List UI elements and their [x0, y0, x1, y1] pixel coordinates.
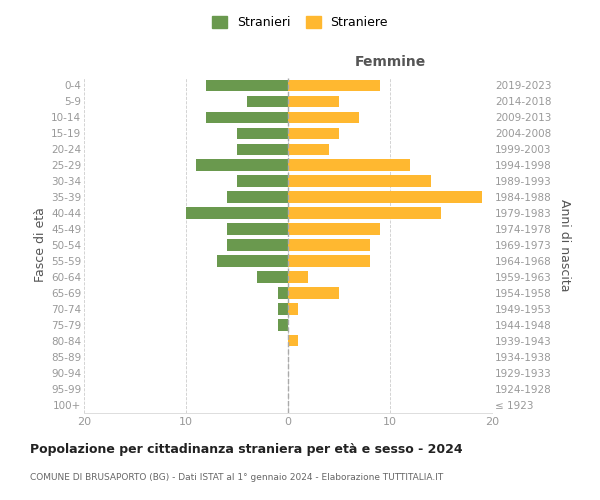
- Bar: [186, 208, 288, 219]
- Bar: [288, 287, 339, 298]
- Bar: [288, 303, 298, 314]
- Bar: [227, 192, 288, 203]
- Y-axis label: Anni di nascita: Anni di nascita: [558, 198, 571, 291]
- Bar: [288, 128, 339, 139]
- Bar: [237, 128, 288, 139]
- Bar: [206, 80, 288, 91]
- Bar: [257, 271, 288, 282]
- Bar: [288, 80, 380, 91]
- Bar: [288, 176, 431, 187]
- Bar: [288, 271, 308, 282]
- Y-axis label: Fasce di età: Fasce di età: [34, 208, 47, 282]
- Text: Femmine: Femmine: [355, 55, 425, 69]
- Bar: [288, 335, 298, 346]
- Bar: [288, 144, 329, 155]
- Bar: [288, 208, 441, 219]
- Bar: [217, 255, 288, 266]
- Text: COMUNE DI BRUSAPORTO (BG) - Dati ISTAT al 1° gennaio 2024 - Elaborazione TUTTITA: COMUNE DI BRUSAPORTO (BG) - Dati ISTAT a…: [30, 472, 443, 482]
- Bar: [206, 112, 288, 123]
- Bar: [247, 96, 288, 107]
- Bar: [237, 144, 288, 155]
- Bar: [288, 160, 410, 171]
- Bar: [227, 224, 288, 235]
- Bar: [288, 240, 370, 250]
- Bar: [278, 287, 288, 298]
- Bar: [288, 96, 339, 107]
- Bar: [227, 240, 288, 250]
- Bar: [288, 112, 359, 123]
- Bar: [288, 192, 482, 203]
- Bar: [288, 255, 370, 266]
- Bar: [278, 319, 288, 330]
- Text: Popolazione per cittadinanza straniera per età e sesso - 2024: Popolazione per cittadinanza straniera p…: [30, 442, 463, 456]
- Bar: [288, 224, 380, 235]
- Bar: [196, 160, 288, 171]
- Legend: Stranieri, Straniere: Stranieri, Straniere: [207, 11, 393, 34]
- Bar: [237, 176, 288, 187]
- Bar: [278, 303, 288, 314]
